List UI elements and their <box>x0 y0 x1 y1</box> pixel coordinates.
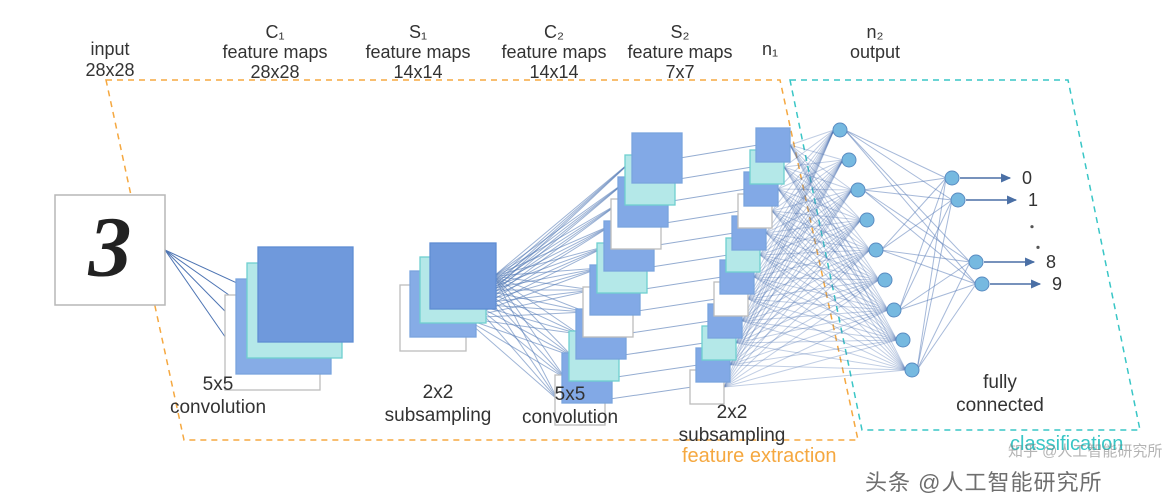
output-label-0: 0 <box>1022 168 1032 188</box>
label-c1-3: 28x28 <box>250 62 299 82</box>
output-label-2: 8 <box>1046 252 1056 272</box>
label-n2-2: output <box>850 42 900 62</box>
label-sub1-1: 2x2 <box>423 382 454 403</box>
output-label-1: 1 <box>1028 190 1038 210</box>
label-s2-1: S₂ <box>671 22 690 42</box>
label-fc-1: fully <box>983 372 1017 393</box>
watermark-small: 知乎 @人工智能研究所 <box>1008 442 1162 460</box>
label-c1-2: feature maps <box>222 42 327 62</box>
label-c2-3: 14x14 <box>529 62 578 82</box>
label-c1-1: C₁ <box>265 22 284 42</box>
label-input-1: input <box>90 39 129 59</box>
output-label-3: 9 <box>1052 274 1062 294</box>
label-s1-2: feature maps <box>365 42 470 62</box>
label-input-2: 28x28 <box>85 60 134 80</box>
label-fc-2: connected <box>956 395 1044 416</box>
label-s2-3: 7x7 <box>665 62 694 82</box>
label-s1-3: 14x14 <box>393 62 442 82</box>
label-conv1-2: convolution <box>170 397 266 418</box>
input-image: 3 <box>55 195 165 305</box>
label-conv2-1: 5x5 <box>555 384 586 405</box>
stack-c1 <box>225 247 353 390</box>
label-n2-1: n₂ <box>867 22 884 42</box>
stack-c2 <box>555 133 682 425</box>
cnn-architecture-diagram: input 28x28 C₁ feature maps 28x28 S₁ fea… <box>0 0 1163 500</box>
label-n1: n₁ <box>762 39 778 59</box>
output-arrows: 01 89 <box>960 168 1062 294</box>
stack-s1 <box>400 243 496 351</box>
label-s2-2: feature maps <box>627 42 732 62</box>
top-labels: input 28x28 C₁ feature maps 28x28 S₁ fea… <box>85 22 900 82</box>
label-feature-extraction: feature extraction <box>682 445 837 467</box>
watermark-main: 头条 @人工智能研究所 <box>865 470 1102 495</box>
input-digit: 3 <box>88 199 132 295</box>
label-s1-1: S₁ <box>409 22 427 42</box>
label-c2-2: feature maps <box>501 42 606 62</box>
label-c2-1: C₂ <box>544 22 564 42</box>
label-conv2-2: convolution <box>522 407 618 428</box>
label-sub2-1: 2x2 <box>717 402 748 423</box>
label-sub1-2: subsampling <box>385 405 492 426</box>
label-sub2-2: subsampling <box>679 425 786 446</box>
label-conv1-1: 5x5 <box>203 374 234 395</box>
